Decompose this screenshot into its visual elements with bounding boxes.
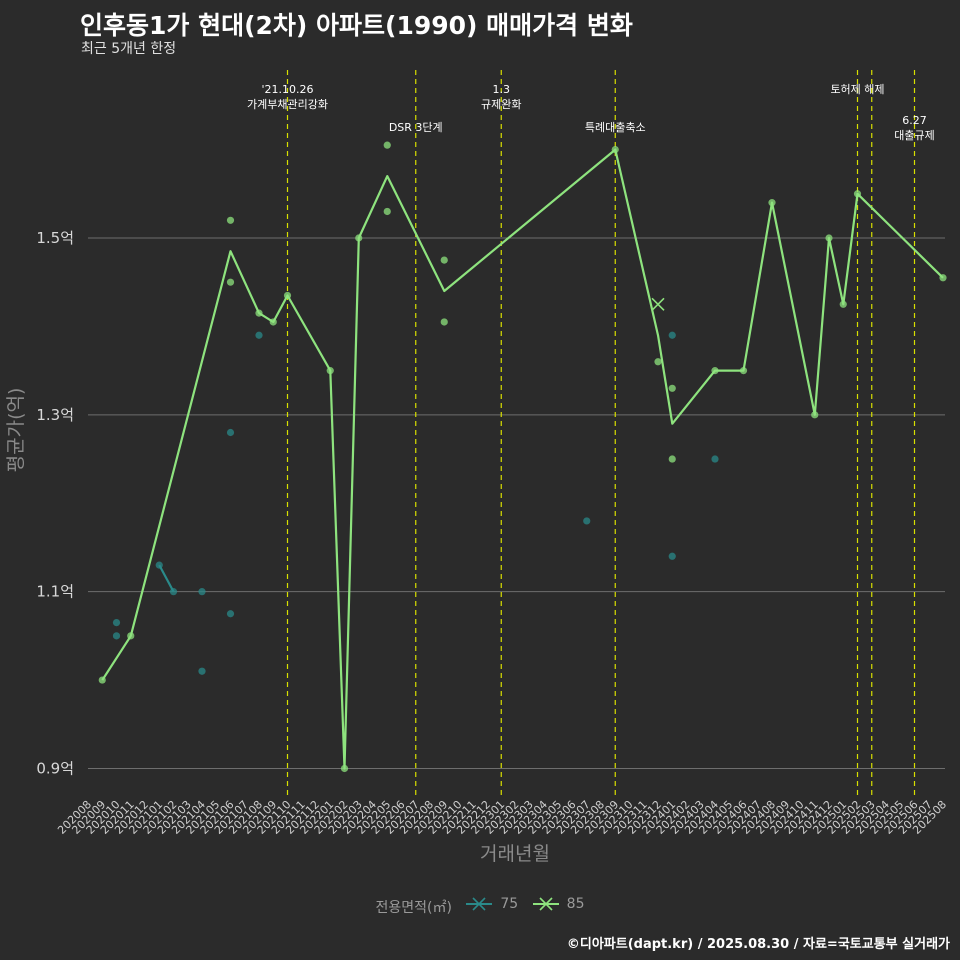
event-label: 1.3 [493,83,511,96]
y-tick-labels: 0.9억 1.1억 1.3억 1.5억 [36,229,74,777]
legend: 전용면적(㎡) 75 85 [0,896,960,917]
y-axis-title: 평균가(억) [5,388,27,473]
point-75 [255,331,263,339]
legend-key-75-icon [466,897,493,911]
series-line-75 [158,564,175,593]
point-85 [668,384,676,392]
chart-subtitle: 최근 5개년 한정 [81,41,177,57]
y-tick-label: 1.3억 [36,406,74,424]
point-75 [583,517,591,525]
point-85 [654,358,662,366]
event-label: 대출규제 [894,129,934,142]
cross-marker [651,297,665,311]
x-tick-labels: 2020082020092020102020112020122021012021… [55,798,949,837]
series-line-85 [101,148,944,770]
point-75 [668,552,676,560]
point-85 [226,278,235,286]
point-75 [198,588,206,596]
event-label: 특례대출축소 [585,121,646,134]
point-75 [711,455,719,463]
point-75 [112,632,121,640]
x-axis-title: 거래년월 [480,843,550,865]
point-85 [668,455,676,463]
series-lines [101,148,944,770]
event-label: 6.27 [902,114,927,127]
event-label: 규제완화 [481,98,521,111]
legend-label-75: 75 [500,896,519,912]
event-label: '21.10.26 [261,83,313,96]
point-85 [383,141,391,149]
legend-item-75: 75 [464,896,518,912]
event-label: 토허제 해제 [830,82,884,96]
point-75 [226,428,235,437]
event-label: 가계부채관리강화 [247,98,328,111]
point-75 [226,610,235,618]
legend-item-85: 85 [531,896,585,912]
point-85 [383,207,391,216]
y-tick-label: 1.1억 [36,583,74,601]
point-75 [198,667,206,675]
point-75 [668,331,676,339]
point-85 [226,216,235,224]
grid-lines [88,237,945,769]
legend-title: 전용면적(㎡) [375,900,452,916]
y-tick-label: 1.5억 [36,229,74,247]
data-points [98,141,947,773]
point-85 [440,256,448,264]
event-label: DSR 3단계 [389,121,443,134]
point-85 [440,318,448,326]
source-caption: ©디아파트(dapt.kr) / 2025.08.30 / 자료=국토교통부 실… [566,937,950,952]
chart-title: 인후동1가 현대(2차) 아파트(1990) 매매가격 변화 [80,11,633,40]
legend-label-85: 85 [566,896,585,912]
point-75 [112,618,121,627]
y-tick-label: 0.9억 [36,759,74,777]
legend-key-85-icon [532,897,559,911]
